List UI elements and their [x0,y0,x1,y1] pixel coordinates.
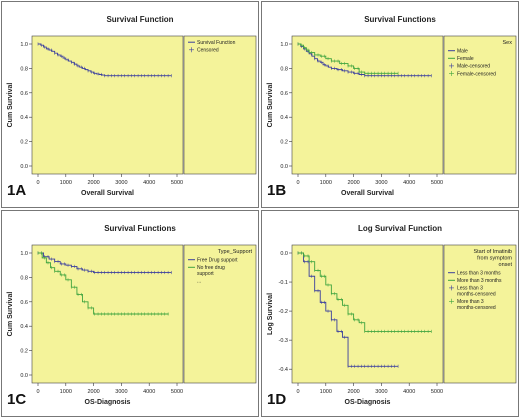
y-tick-label: -0.2 [279,309,288,315]
legend-title: Type_Support [218,249,253,255]
legend-label: Free Drug support [197,258,238,264]
panel-1a: Survival Function 0 1000 2000 3000 4000 5000 0.… [0,0,260,209]
series-line-1 [298,252,432,332]
x-tick-label: 4000 [403,389,415,395]
x-tick-label: 5000 [171,180,183,186]
x-tick-label: 2000 [347,389,359,395]
panel-label: 1B [267,182,286,199]
chart-1a: Survival Function 0 1000 2000 3000 4000 5000 0.… [1,1,259,208]
y-tick-label: 0.4 [280,115,288,121]
y-tick-label: -0.4 [279,367,288,373]
y-tick-label: 0.4 [20,115,28,121]
x-axis-label: Overall Survival [81,190,134,197]
y-tick-label: -0.1 [279,280,288,286]
panel-label: 1D [267,391,286,408]
legend-area [443,244,517,384]
x-tick-label: 5000 [431,180,443,186]
chart-title: Log Survival Function [358,224,442,233]
y-tick-label: 0.8 [20,66,28,72]
x-tick-label: 0 [296,389,299,395]
chart-title: Survival Functions [364,15,436,24]
x-tick-label: 0 [36,180,39,186]
legend-title: Start of Imatinib from symptom onset [473,249,512,268]
legend-label: Male-censored [457,64,490,70]
panel-label: 1A [7,182,26,199]
y-tick-label: 0.0 [20,373,28,379]
series-line-0 [298,252,399,367]
x-tick-label: 3000 [375,180,387,186]
x-axis-label: OS-Diagnosis [85,399,131,406]
y-axis-label: Log Survival [267,293,274,335]
x-tick-label: 2000 [87,389,99,395]
y-tick-label: 0.0 [20,164,28,170]
series-line-1 [298,43,399,74]
x-tick-label: 4000 [143,389,155,395]
x-tick-label: 3000 [115,180,127,186]
panel-1b: Survival Functions 0 1000 2000 3000 4000 5000 0… [260,0,520,209]
y-tick-label: 0.2 [20,349,28,355]
legend-label: Female-censored [457,71,496,77]
x-tick-label: 1000 [320,180,332,186]
x-tick-label: 3000 [115,389,127,395]
x-tick-label: 0 [296,180,299,186]
chart-1c: Survival Functions 0 1000 2000 3000 4000 5000 0… [1,210,259,417]
x-tick-label: 4000 [403,180,415,186]
legend-label: More than 3 months [457,278,502,284]
y-tick-label: 0.6 [20,91,28,97]
plot-area [291,244,444,384]
y-tick-label: -0.3 [279,338,288,344]
x-tick-label: 3000 [375,389,387,395]
chart-1d: Log Survival Function 0 1000 2000 3000 4000 50… [261,210,519,417]
legend-area [443,35,517,175]
y-tick-label: 0.6 [280,91,288,97]
plot-area [31,35,184,175]
legend-label: No free drug support [197,265,225,277]
legend-label: Survival Function [197,40,236,46]
panel-1d: Log Survival Function 0 1000 2000 3000 4000 50… [260,209,520,418]
y-axis-label: Cum Survival [7,292,14,337]
chart-title: Survival Function [106,15,173,24]
y-tick-label: 1.0 [20,42,28,48]
panel-1c: Survival Functions 0 1000 2000 3000 4000 5000 0… [0,209,260,418]
y-tick-label: 0.8 [20,275,28,281]
x-tick-label: 5000 [431,389,443,395]
y-tick-label: 0.0 [280,164,288,170]
series-line-0 [38,252,172,273]
legend-title: Sex [503,40,513,46]
legend-label: More than 3 months-censored [457,299,496,311]
chart-title: Survival Functions [104,224,176,233]
y-axis-label: Cum Survival [7,83,14,128]
x-tick-label: 2000 [347,180,359,186]
y-tick-label: 1.0 [20,251,28,257]
series-line-0 [298,43,432,77]
chart-1b: Survival Functions 0 1000 2000 3000 4000 5000 0… [261,1,519,208]
legend-label: Less than 3 months [457,271,501,277]
y-tick-label: 0.2 [20,140,28,146]
x-tick-label: 1000 [60,389,72,395]
y-tick-label: 0.6 [20,300,28,306]
y-tick-label: 0.4 [20,324,28,330]
legend-area [183,244,257,384]
panel-label: 1C [7,391,26,408]
legend-label: Female [457,56,474,62]
legend-label: Censored [197,48,219,54]
legend-area [183,35,257,175]
y-tick-label: 1.0 [280,42,288,48]
legend-label: Less than 3 months-censored [457,286,496,298]
x-tick-label: 5000 [171,389,183,395]
legend-label: Male [457,49,468,55]
x-tick-label: 1000 [60,180,72,186]
legend-label: ... [197,279,201,285]
x-tick-label: 1000 [320,389,332,395]
y-axis-label: Cum Survival [267,83,274,128]
x-axis-label: Overall Survival [341,190,394,197]
x-axis-label: OS-Diagnosis [345,399,391,406]
y-tick-label: 0.2 [280,140,288,146]
x-tick-label: 4000 [143,180,155,186]
y-tick-label: 0.8 [280,66,288,72]
x-tick-label: 2000 [87,180,99,186]
x-tick-label: 0 [36,389,39,395]
y-tick-label: 0.0 [280,251,288,257]
